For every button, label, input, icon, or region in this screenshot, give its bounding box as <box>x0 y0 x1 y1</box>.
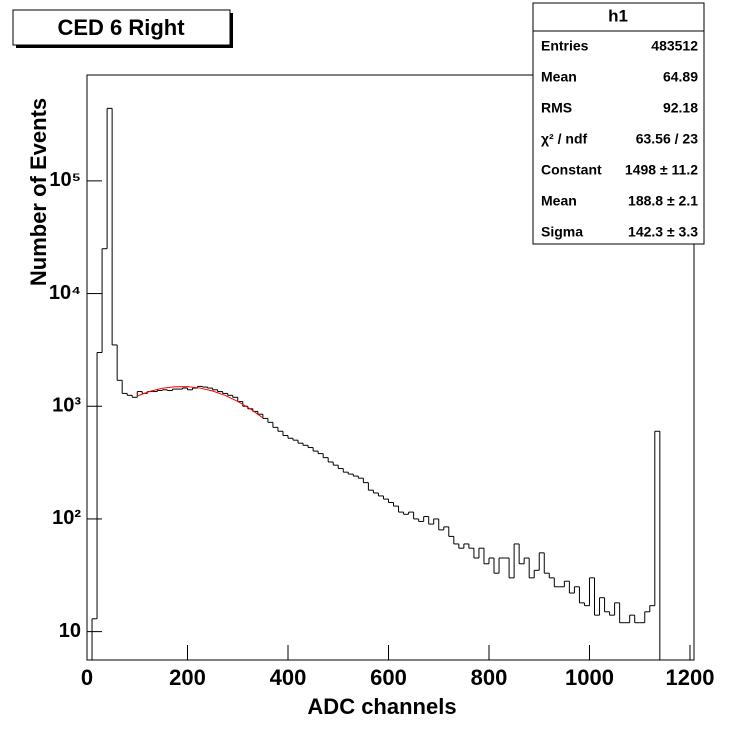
x-tick-label: 400 <box>270 665 307 690</box>
x-tick-label: 800 <box>471 665 508 690</box>
stats-value: 483512 <box>651 38 698 54</box>
fit-curve <box>137 386 264 419</box>
x-axis-label: ADC channels <box>307 694 456 719</box>
stats-value: 92.18 <box>663 100 698 116</box>
y-tick-label: 10³ <box>52 395 81 417</box>
stats-label: Sigma <box>541 224 583 240</box>
y-tick-label: 10² <box>52 507 81 529</box>
stats-box <box>532 2 705 245</box>
plot-frame <box>86 74 695 661</box>
y-tick-label: 10⁵ <box>49 169 81 191</box>
title-box <box>12 9 231 46</box>
x-tick-label: 1000 <box>565 665 614 690</box>
stats-value: 188.8 ± 2.1 <box>628 193 698 209</box>
stats-label: Mean <box>541 193 577 209</box>
y-tick-label: 10⁴ <box>49 282 81 304</box>
stats-value: 1498 ± 11.2 <box>625 162 698 178</box>
chart-title: CED 6 Right <box>57 15 185 40</box>
stats-label: Mean <box>541 69 577 85</box>
y-axis-label: Number of Events <box>26 98 51 286</box>
stats-label: RMS <box>541 100 572 116</box>
x-tick-label: 0 <box>81 665 93 690</box>
y-tick-label: 10 <box>59 620 81 642</box>
stats-label: Entries <box>541 38 589 54</box>
stats-label: Constant <box>541 162 602 178</box>
x-tick-label: 1200 <box>666 665 715 690</box>
stats-title: h1 <box>608 6 628 25</box>
x-tick-label: 600 <box>370 665 407 690</box>
stats-value: 64.89 <box>663 69 698 85</box>
stats-label: χ² / ndf <box>541 131 587 147</box>
x-tick-label: 200 <box>169 665 206 690</box>
stats-value: 142.3 ± 3.3 <box>628 224 698 240</box>
stats-value: 63.56 / 23 <box>636 131 698 147</box>
